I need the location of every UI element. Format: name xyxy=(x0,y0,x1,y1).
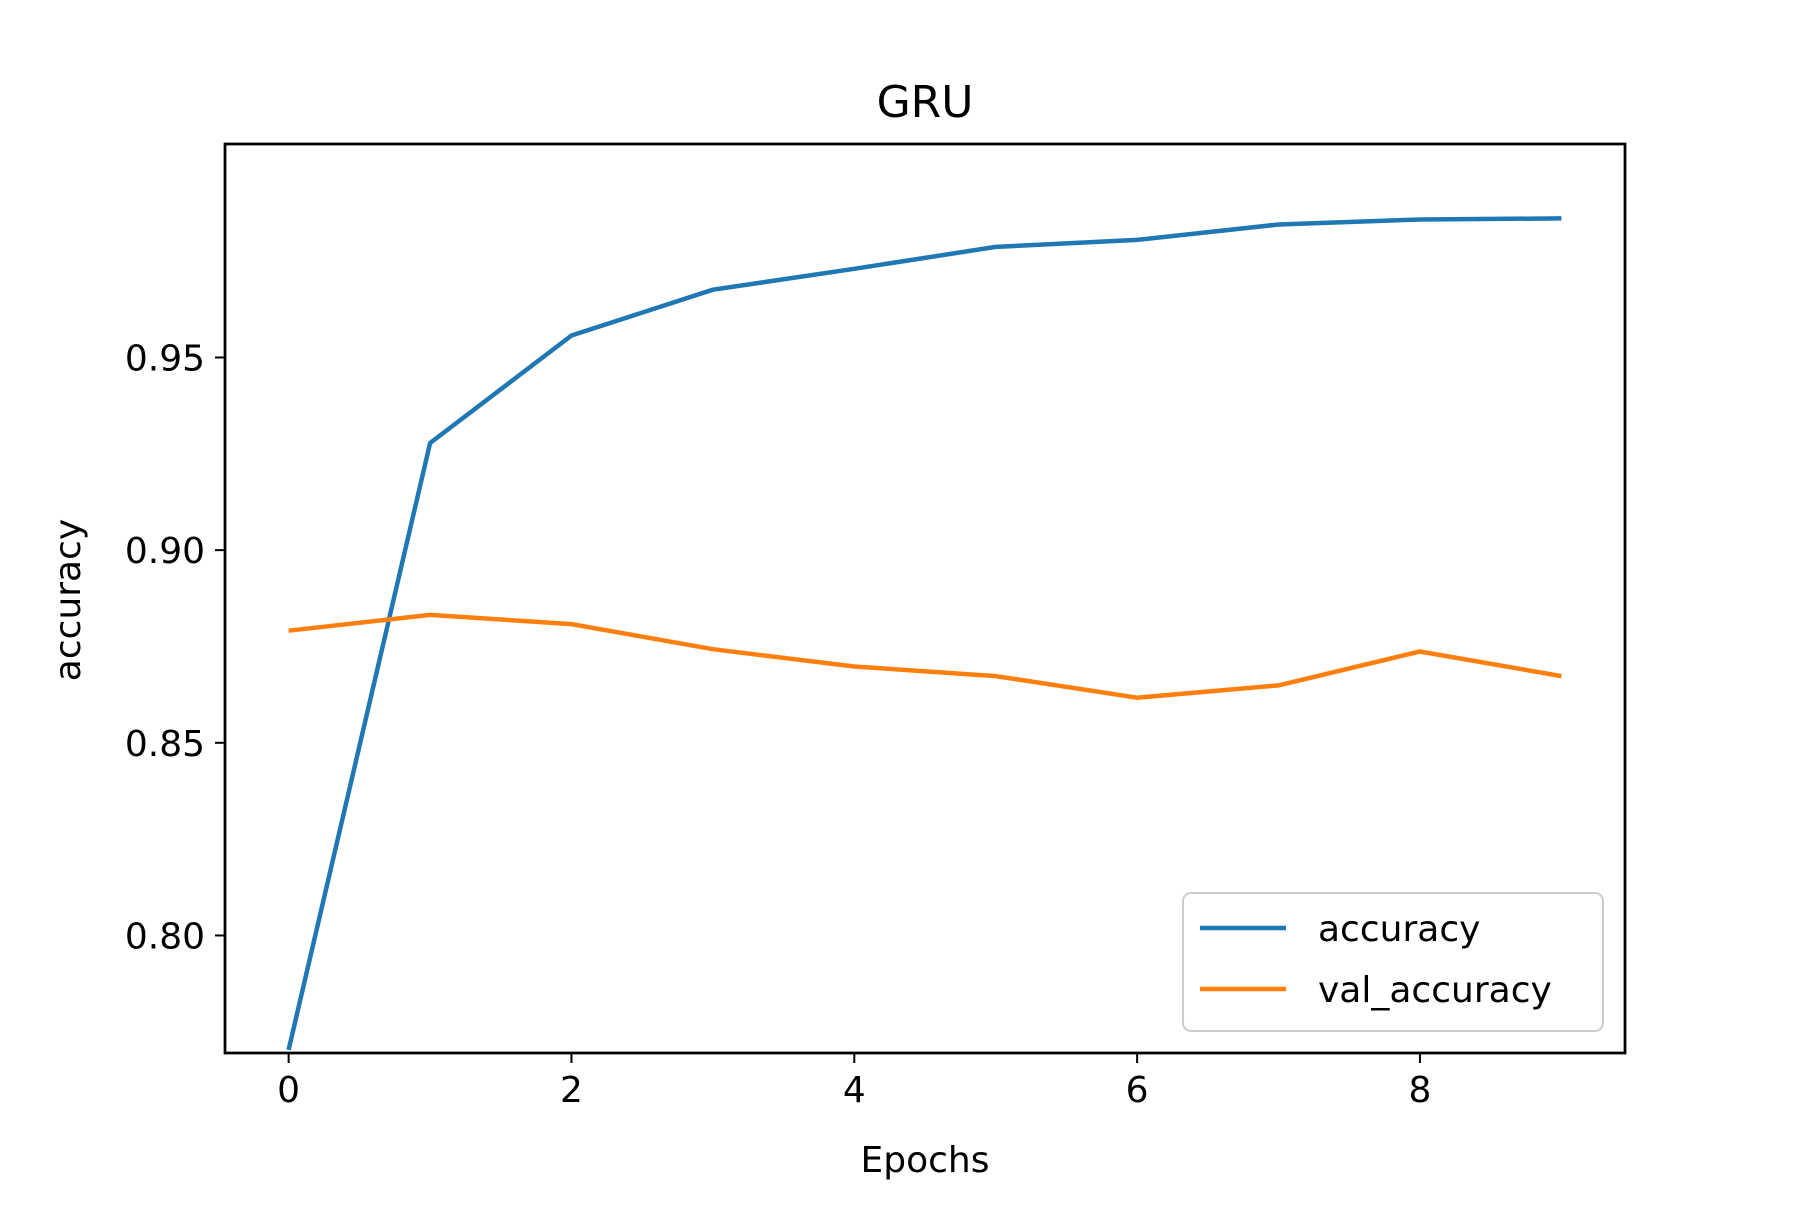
series-line-val-accuracy xyxy=(288,612,1562,700)
legend-box xyxy=(1182,892,1604,1032)
legend: accuracy val_accuracy xyxy=(1182,892,1604,1032)
legend-label-val-accuracy: val_accuracy xyxy=(1318,970,1552,1011)
legend-label-accuracy: accuracy xyxy=(1318,909,1480,950)
plot-area xyxy=(223,142,1627,1055)
y-tick-label: 0.80 xyxy=(125,916,205,957)
y-axis-label: accuracy xyxy=(48,519,89,681)
x-tick-label: 0 xyxy=(277,1070,300,1111)
y-tick-label: 0.90 xyxy=(125,531,205,572)
x-tick-label: 2 xyxy=(560,1070,583,1111)
chart-title: GRU xyxy=(877,77,974,128)
x-tick-label: 8 xyxy=(1408,1070,1431,1111)
x-axis-label: Epochs xyxy=(861,1140,990,1181)
x-axis: 0 2 4 6 8 xyxy=(277,1053,1431,1111)
y-tick-label: 0.85 xyxy=(125,724,205,765)
y-axis: 0.80 0.85 0.90 0.95 xyxy=(125,338,225,957)
x-tick-label: 4 xyxy=(843,1070,866,1111)
series-line-accuracy xyxy=(286,216,1562,1051)
y-tick-label: 0.95 xyxy=(125,338,205,379)
x-tick-label: 6 xyxy=(1126,1070,1149,1111)
series-layer xyxy=(286,216,1562,1051)
